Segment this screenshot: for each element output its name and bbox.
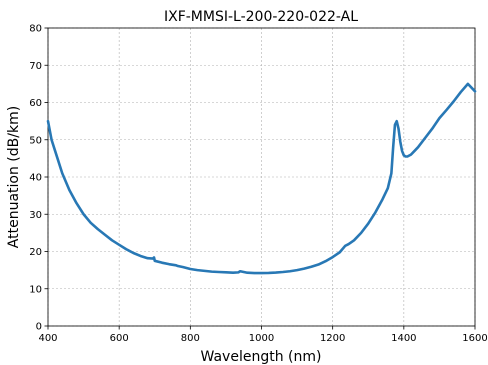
y-tick-label: 40 [29,173,42,184]
x-tick-label: 600 [110,333,129,344]
y-tick-label: 0 [36,322,42,333]
x-tick-label: 1600 [462,333,487,344]
y-tick-label: 50 [29,135,42,146]
y-tick-label: 30 [29,210,42,221]
y-tick-label: 80 [29,24,42,35]
x-tick-label: 1000 [249,333,274,344]
x-axis-label: Wavelength (nm) [201,349,322,365]
series-line-attenuation [46,82,477,275]
y-tick-label: 20 [29,247,42,258]
x-tick-label: 1400 [391,333,416,344]
y-tick-label: 10 [29,284,42,295]
grid-lines [47,27,476,327]
y-tick-label: 70 [29,61,42,72]
y-tick-label: 60 [29,98,42,109]
y-axis-label: Attenuation (dB/km) [6,106,22,248]
chart-title: IXF-MMSI-L-200-220-022-AL [164,9,358,25]
ticks: 400 600 800 1000 1200 1400 1600 0 10 20 30 40 50 60 70… [29,24,487,345]
x-tick-label: 800 [181,333,200,344]
x-tick-label: 1200 [320,333,345,344]
x-tick-label: 400 [38,333,57,344]
